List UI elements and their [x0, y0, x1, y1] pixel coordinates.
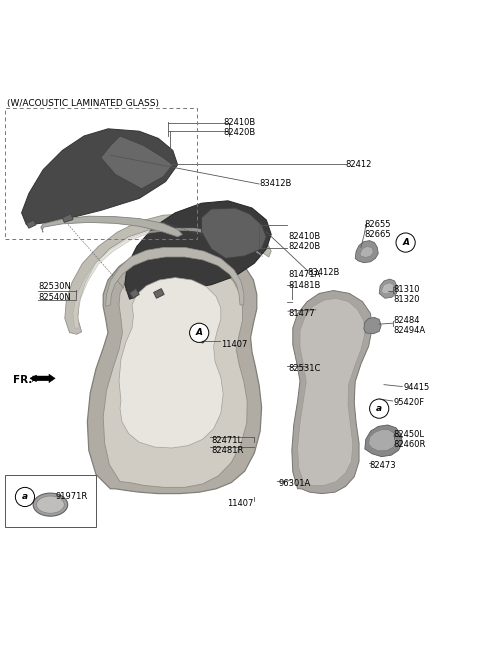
Text: 94415: 94415	[403, 384, 430, 392]
Text: 82471L
82481R: 82471L 82481R	[211, 436, 243, 455]
Polygon shape	[62, 214, 73, 222]
Text: 11407: 11407	[221, 340, 247, 349]
Text: 82530N
82540N: 82530N 82540N	[38, 282, 71, 302]
Circle shape	[370, 399, 389, 419]
Text: 82450L
82460R: 82450L 82460R	[394, 430, 426, 449]
Circle shape	[15, 487, 35, 506]
Polygon shape	[101, 136, 173, 189]
Polygon shape	[41, 216, 182, 237]
Polygon shape	[119, 277, 223, 448]
Polygon shape	[103, 257, 247, 487]
Text: FR.: FR.	[13, 375, 33, 385]
Circle shape	[190, 323, 209, 342]
Text: 95420F: 95420F	[394, 398, 425, 407]
Text: (W/ACOUSTIC LAMINATED GLASS): (W/ACOUSTIC LAMINATED GLASS)	[7, 99, 159, 108]
Polygon shape	[22, 129, 178, 225]
Polygon shape	[125, 201, 271, 299]
Polygon shape	[154, 289, 164, 298]
Polygon shape	[33, 374, 55, 382]
Polygon shape	[65, 214, 271, 335]
Text: 82484
82494A: 82484 82494A	[394, 316, 426, 335]
Polygon shape	[369, 430, 396, 451]
Text: 96301A: 96301A	[278, 480, 311, 489]
Ellipse shape	[36, 496, 64, 513]
Polygon shape	[365, 425, 402, 457]
Bar	[5, 108, 197, 239]
Polygon shape	[106, 247, 244, 306]
Polygon shape	[379, 279, 397, 298]
Text: 82473: 82473	[370, 461, 396, 470]
Text: 83412B: 83412B	[307, 268, 339, 277]
Text: 11407: 11407	[227, 499, 253, 508]
Polygon shape	[360, 247, 373, 257]
Text: a: a	[22, 493, 28, 501]
Ellipse shape	[33, 493, 68, 516]
Text: 91971R: 91971R	[55, 493, 87, 501]
Polygon shape	[87, 245, 262, 493]
Text: 81477: 81477	[288, 309, 314, 318]
Text: a: a	[376, 404, 382, 413]
Text: A: A	[196, 328, 203, 337]
Polygon shape	[298, 298, 365, 485]
Text: 83412B: 83412B	[259, 180, 291, 188]
Polygon shape	[130, 289, 139, 298]
Text: 82412: 82412	[346, 160, 372, 169]
Polygon shape	[364, 318, 381, 334]
Text: 81310
81320: 81310 81320	[394, 285, 420, 304]
Text: 82410B
82420B: 82410B 82420B	[224, 117, 256, 137]
Text: 82531C: 82531C	[288, 364, 320, 373]
Polygon shape	[26, 220, 36, 228]
Bar	[5, 476, 96, 527]
Text: 81471A
81481B: 81471A 81481B	[288, 270, 320, 290]
Circle shape	[396, 233, 415, 252]
Text: 82655
82665: 82655 82665	[365, 220, 391, 239]
Polygon shape	[73, 228, 263, 328]
Polygon shape	[355, 241, 378, 262]
Polygon shape	[292, 291, 372, 493]
Text: 82410B
82420B: 82410B 82420B	[288, 232, 320, 251]
Polygon shape	[382, 283, 394, 293]
Text: A: A	[402, 238, 409, 247]
Polygon shape	[202, 208, 266, 258]
